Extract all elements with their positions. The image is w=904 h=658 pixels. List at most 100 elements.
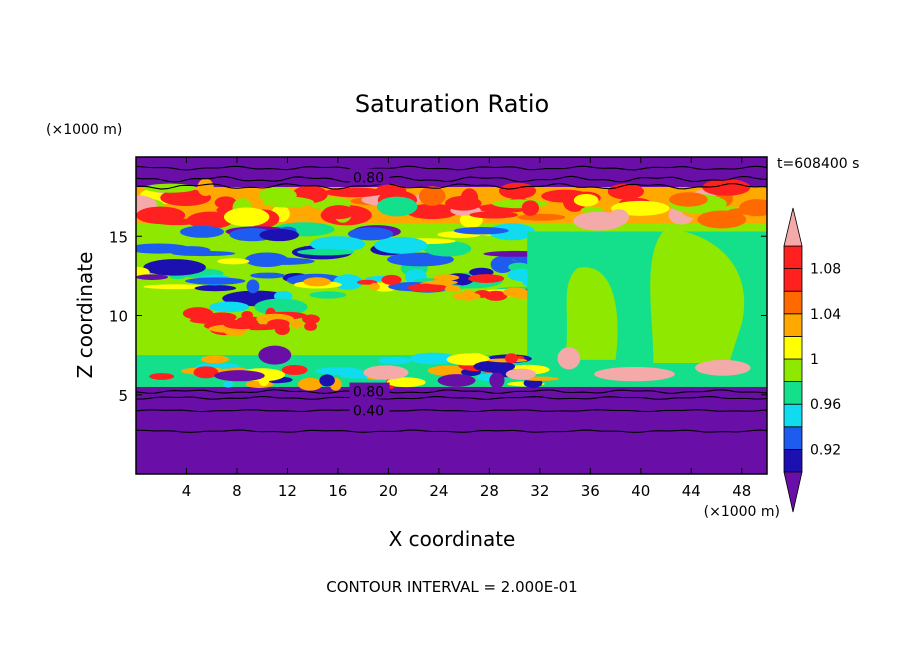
mid-streak-patch xyxy=(468,274,505,283)
mid-layer-patch xyxy=(246,279,260,294)
contour-line xyxy=(136,182,767,190)
x-tick-label: 48 xyxy=(732,482,751,500)
colorbar-max-arrow xyxy=(783,207,803,247)
mid-streak-patch xyxy=(302,314,320,324)
mid-layer-patch xyxy=(333,274,363,290)
mid-layer-patch xyxy=(490,255,515,274)
colorbar-segment xyxy=(783,448,803,473)
dry-intrusion xyxy=(214,370,265,382)
mid-streak-patch xyxy=(223,320,261,330)
right-plateau xyxy=(650,228,745,364)
mid-streak-patch xyxy=(452,292,481,301)
supersaturated-cell xyxy=(505,368,537,380)
upper-band-patch xyxy=(262,196,315,208)
x-tick-label: 24 xyxy=(429,482,448,500)
mid-layer-patch xyxy=(136,274,169,280)
mid-layer-patch xyxy=(209,301,250,313)
colorbar-segment xyxy=(783,403,803,428)
upper-band-patch xyxy=(186,211,234,229)
mid-layer-patch xyxy=(297,248,355,256)
upper-band-patch xyxy=(197,178,214,197)
dry-upper-layer xyxy=(136,157,767,188)
upper-band-patch xyxy=(136,206,186,225)
supersaturated-cell xyxy=(363,365,409,380)
upper-band-patch xyxy=(608,209,629,226)
upper-band-patch xyxy=(727,207,767,215)
colorbar-label: 1 xyxy=(810,352,819,368)
colorbar-segment xyxy=(783,313,803,337)
lower-band-patch xyxy=(386,377,426,388)
upper-band-patch xyxy=(521,200,540,216)
lower-band-patch xyxy=(467,352,485,362)
lower-band-patch xyxy=(409,352,457,365)
mid-streak-patch xyxy=(381,274,402,285)
contour-label: 0.40 xyxy=(353,404,384,420)
lower-band-patch xyxy=(504,353,519,364)
y-axis-label: Z coordinate xyxy=(73,252,97,379)
lower-band-patch xyxy=(319,374,335,387)
upper-band-patch xyxy=(418,186,446,206)
mid-layer-patch xyxy=(347,227,394,241)
mid-streak-patch xyxy=(407,283,448,292)
x-tick-label: 36 xyxy=(581,482,600,500)
y-tick-label: 5 xyxy=(118,387,128,405)
x-tick-label: 16 xyxy=(328,482,347,500)
mid-layer-patch xyxy=(488,223,536,241)
lower-band-patch xyxy=(297,377,323,391)
chart-title: Saturation Ratio xyxy=(355,90,549,118)
x-tick-label: 8 xyxy=(232,482,242,500)
colorbar-segment xyxy=(783,381,803,405)
upper-band-patch xyxy=(323,205,355,220)
mid-streak-patch xyxy=(444,285,461,293)
lower-band-patch xyxy=(281,364,308,375)
mid-streak-patch xyxy=(304,321,318,331)
mid-layer-patch xyxy=(423,240,472,257)
colorbar-segment xyxy=(783,358,803,383)
y-unit-label: (×1000 m) xyxy=(46,122,122,138)
mid-streak-patch xyxy=(266,319,290,329)
dry-intrusion xyxy=(489,372,505,389)
upper-band-patch xyxy=(517,213,566,221)
mid-layer-patch xyxy=(143,259,206,276)
y-tick-label: 10 xyxy=(109,308,128,326)
lower-band-patch xyxy=(223,381,234,388)
lower-band-patch xyxy=(200,355,230,364)
mid-streak-patch xyxy=(182,307,214,320)
upper-band-patch xyxy=(214,196,237,209)
upper-band-patch xyxy=(607,183,645,200)
upper-band-patch xyxy=(498,182,537,199)
x-tick-label: 4 xyxy=(182,482,192,500)
mid-streak-patch xyxy=(484,290,508,301)
mid-layer-patch xyxy=(387,252,454,267)
upper-band-patch xyxy=(405,203,459,220)
mid-streak-patch xyxy=(425,279,458,285)
mid-streak-patch xyxy=(432,274,460,281)
mid-layer-patch xyxy=(310,236,366,253)
colorbar-segment xyxy=(783,290,803,315)
mid-streak-patch xyxy=(369,282,380,291)
mid-streak-patch xyxy=(303,277,331,287)
x-tick-label: 32 xyxy=(530,482,549,500)
lower-band-patch xyxy=(149,373,175,380)
contour-label: 0.80 xyxy=(353,171,384,187)
contour-interval-note: CONTOUR INTERVAL = 2.000E-01 xyxy=(326,578,577,596)
contour-label-bg xyxy=(349,168,390,185)
colorbar-segment xyxy=(783,335,803,360)
upper-band-patch xyxy=(702,179,751,196)
contour-label-bg xyxy=(349,401,390,418)
dry-intrusion xyxy=(437,374,476,387)
mid-layer-patch xyxy=(217,258,250,265)
lower-band-patch xyxy=(427,365,468,376)
mid-layer-patch xyxy=(259,228,300,242)
mid-streak-patch xyxy=(290,320,303,329)
x-tick-label: 28 xyxy=(480,482,499,500)
mid-layer-patch xyxy=(194,285,237,292)
mid-layer-patch xyxy=(185,277,246,285)
upper-band-patch xyxy=(669,192,708,207)
upper-band-patch xyxy=(445,195,482,211)
contour-label-bg xyxy=(349,382,390,399)
contour-line-080-lower xyxy=(136,389,767,394)
colorbar-label: 0.96 xyxy=(810,397,841,413)
lower-band-patch xyxy=(378,356,411,365)
